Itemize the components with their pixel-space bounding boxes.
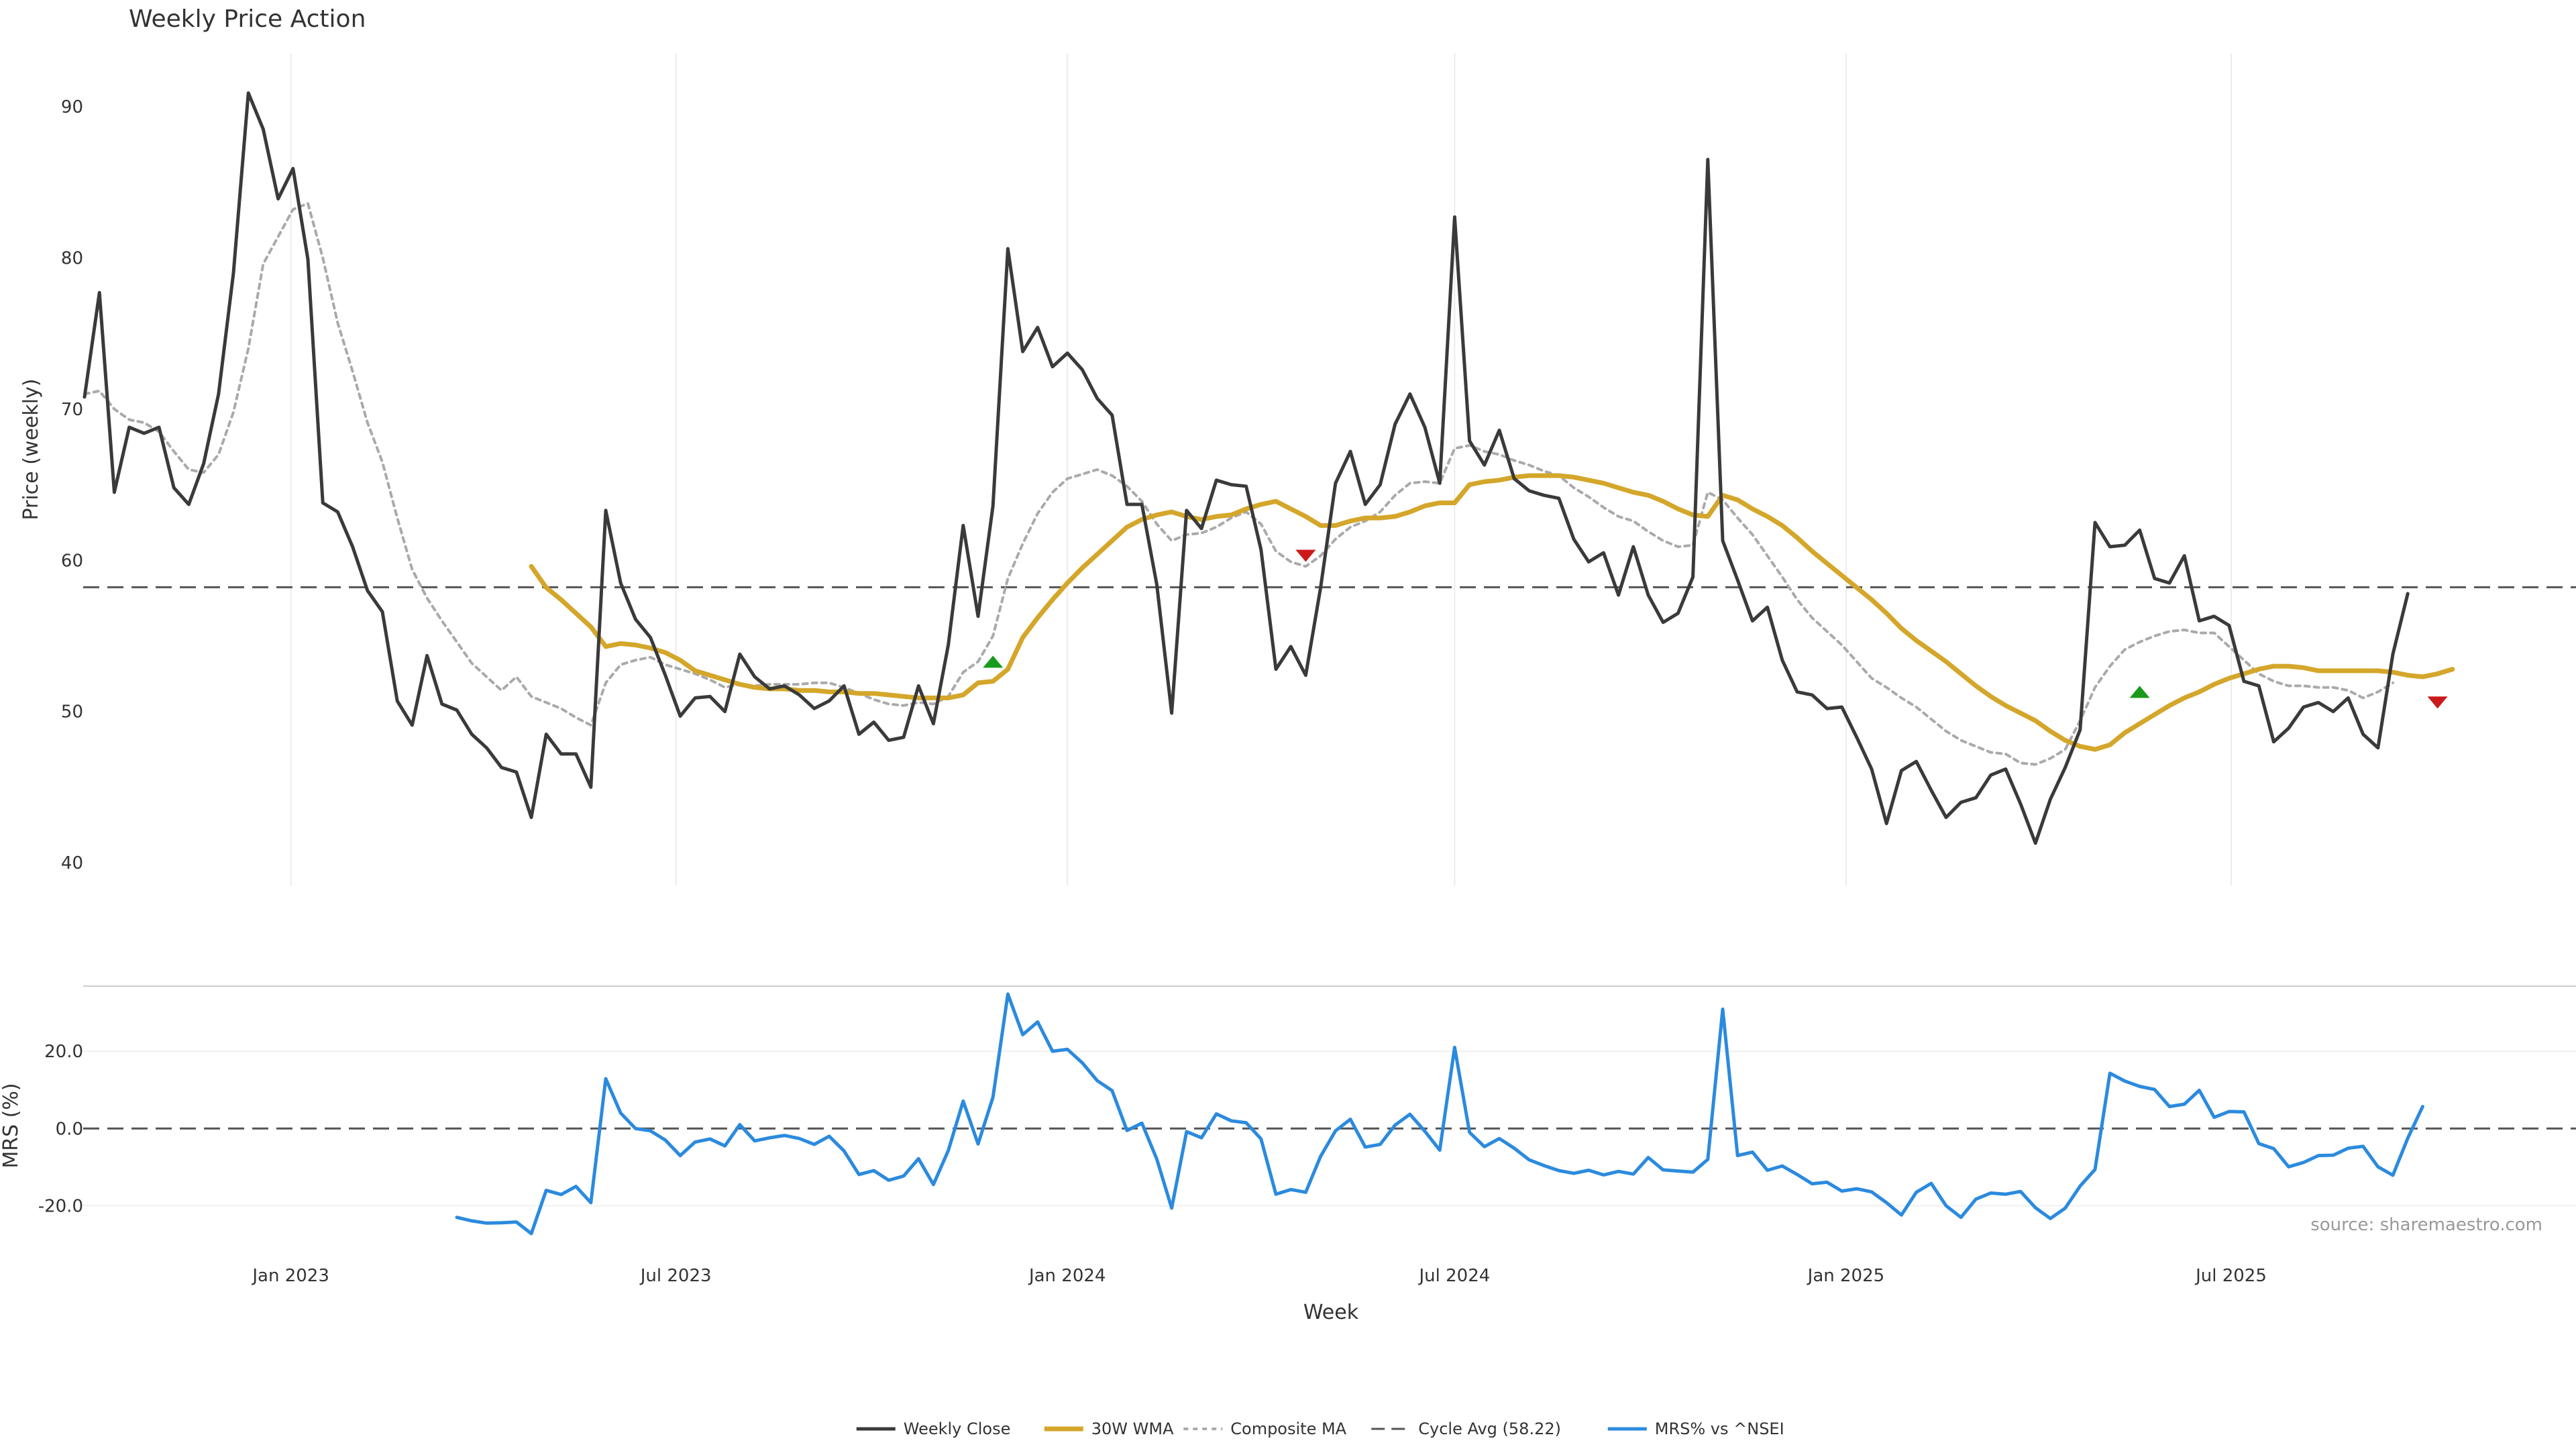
sell-signal-marker (2427, 696, 2448, 709)
mrs-y-tick-label: -20.0 (38, 1196, 83, 1216)
x-tick-label: Jan 2025 (1807, 1266, 1885, 1286)
mrs-y-tick-label: 0.0 (56, 1119, 83, 1139)
buy-signal-marker (2129, 686, 2150, 698)
price-y-tick-label: 60 (61, 551, 83, 571)
price-y-tick-label: 90 (61, 97, 83, 117)
x-tick-label: Jan 2023 (251, 1266, 329, 1286)
legend-label: 30W WMA (1091, 1419, 1174, 1438)
mrs-y-axis-title: MRS (%) (0, 1083, 23, 1168)
price-y-tick-label: 80 (61, 248, 83, 268)
buy-signal-marker (983, 655, 1004, 668)
x-axis-ticks: Jan 2023 Jul 2023 Jan 2024 Jul 2024 Jan 2025… (251, 1266, 2267, 1286)
weekly-close-line (83, 91, 2410, 845)
price-series-group (83, 91, 2455, 845)
chart-title: Weekly Price Action (129, 5, 366, 33)
vertical-gridlines (83, 54, 2576, 1207)
x-tick-label: Jul 2025 (2194, 1266, 2267, 1286)
sell-signal-marker (1295, 549, 1316, 562)
x-tick-label: Jul 2023 (639, 1266, 712, 1286)
x-tick-label: Jan 2024 (1028, 1266, 1106, 1286)
price-y-tick-label: 40 (61, 853, 83, 873)
legend-label: MRS% vs ^NSEI (1655, 1419, 1784, 1438)
price-y-tick-label: 70 (61, 400, 83, 420)
signal-markers (983, 549, 2448, 709)
x-tick-label: Jul 2024 (1417, 1266, 1490, 1286)
mrs-y-tick-label: 20.0 (44, 1042, 83, 1062)
legend-label: Composite MA (1230, 1419, 1346, 1438)
legend-label: Weekly Close (904, 1419, 1011, 1438)
price-y-axis-title: Price (weekly) (19, 378, 43, 520)
source-note: source: sharemaestro.com (2310, 1215, 2542, 1235)
legend-label: Cycle Avg (58.22) (1418, 1419, 1561, 1438)
composite-ma-line (83, 202, 2394, 766)
x-axis-title: Week (1303, 1301, 1359, 1324)
30w-wma-line (529, 473, 2455, 752)
mrs-series-line (455, 992, 2424, 1236)
mrs-series-group (455, 992, 2424, 1236)
mrs-y-ticks: -20.0 0.0 20.0 (38, 1042, 83, 1216)
price-y-tick-label: 50 (61, 702, 83, 722)
legend: Weekly Close 30W WMA Composite MA Cycle Avg… (856, 1419, 1784, 1438)
price-y-ticks: 40 50 60 70 80 90 (61, 97, 83, 873)
